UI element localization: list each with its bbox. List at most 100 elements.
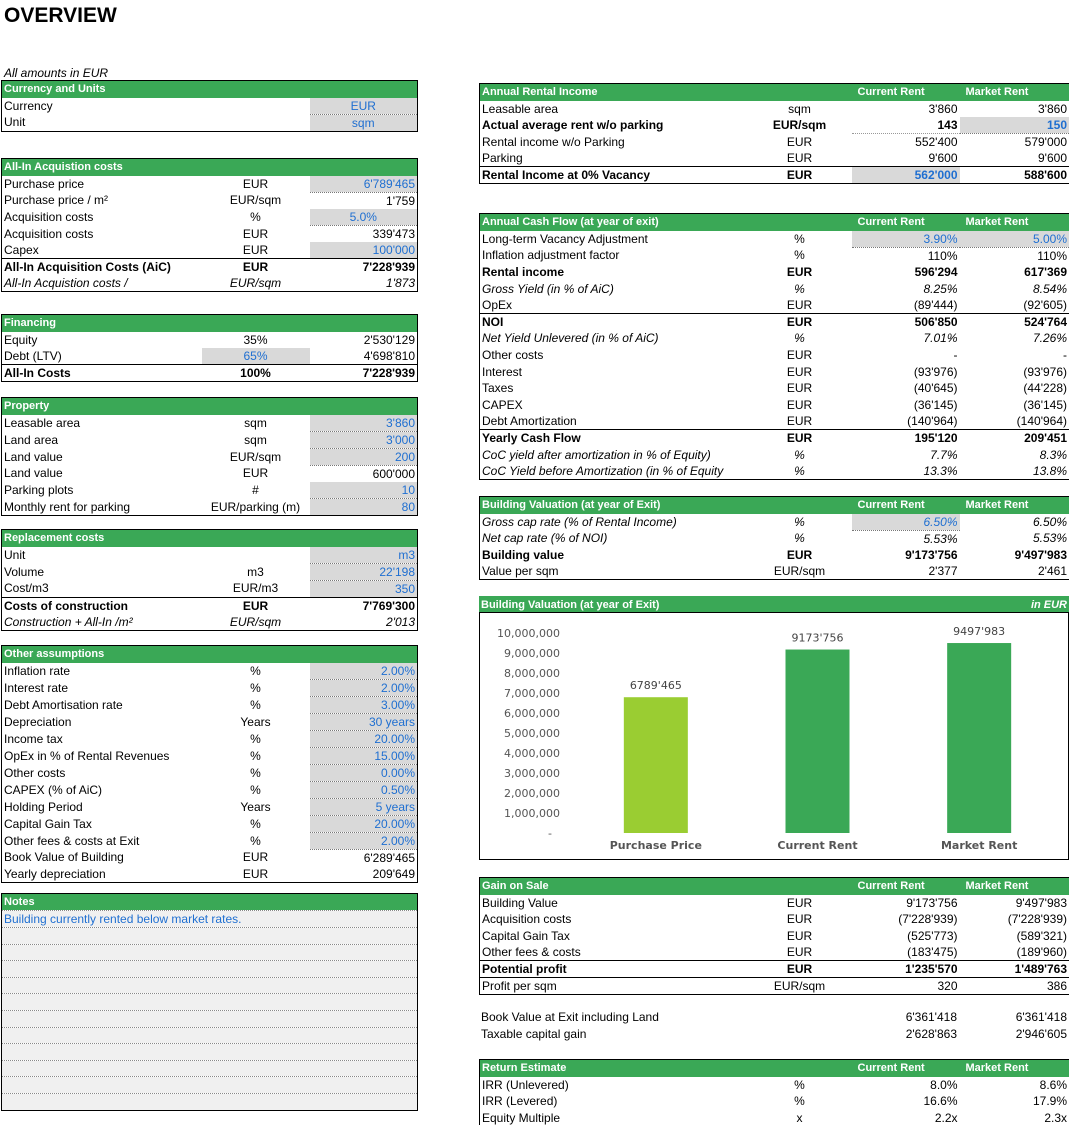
income-tax-input[interactable]: 20.00%: [309, 730, 418, 748]
cell-value[interactable]: 7.7%: [930, 447, 958, 462]
cell-value[interactable]: 7.01%: [923, 331, 958, 346]
cell-value[interactable]: 8.3%: [1039, 447, 1067, 462]
cell-value[interactable]: 209'451: [959, 429, 1069, 447]
notes-line[interactable]: [1, 944, 418, 962]
cell-value[interactable]: (7'228'939): [1007, 912, 1067, 927]
exit-fees-input[interactable]: 2.00%: [309, 832, 418, 850]
cell-value[interactable]: 3'860: [928, 101, 958, 116]
cell-value[interactable]: 1'759: [386, 193, 416, 208]
cell-value[interactable]: (7'228'939): [898, 912, 958, 927]
cell-value[interactable]: 579'000: [1024, 135, 1067, 150]
cell-value[interactable]: 617'369: [1024, 264, 1067, 279]
cell-value[interactable]: 2'946'605: [1015, 1026, 1067, 1041]
depreciation-input[interactable]: 30 years: [309, 713, 418, 731]
inflation-input[interactable]: 2.00%: [309, 662, 418, 680]
cap-rate-input[interactable]: 6.50%: [851, 513, 960, 531]
cell-value[interactable]: 16.6%: [923, 1094, 958, 1109]
capex-pct-input[interactable]: 0.50%: [309, 781, 418, 799]
cell-value[interactable]: 2.2x: [934, 1110, 958, 1125]
notes-line[interactable]: [1, 1043, 418, 1061]
cell-value[interactable]: (89'444): [913, 297, 958, 312]
cell-value[interactable]: 9'600: [1038, 151, 1067, 166]
cell-value[interactable]: (589'321): [1016, 928, 1067, 943]
cell-value[interactable]: (36'145): [1023, 397, 1067, 412]
cell-value[interactable]: (189'960): [1016, 945, 1067, 960]
notes-line[interactable]: [1, 977, 418, 995]
capex-input[interactable]: 100'000: [309, 241, 418, 259]
cell-value[interactable]: 552'400: [915, 135, 958, 150]
cell-value[interactable]: 600'000: [372, 466, 415, 481]
cell-value[interactable]: 386: [959, 977, 1069, 995]
cell-value[interactable]: (93'976): [913, 364, 958, 379]
cell-value[interactable]: 7'228'939: [309, 257, 418, 276]
parking-rent-input[interactable]: 80: [309, 498, 418, 516]
ltv-input[interactable]: 65%: [201, 348, 310, 366]
cell-value[interactable]: 562'000: [851, 166, 960, 185]
cell-value[interactable]: 5.53%: [1032, 531, 1067, 546]
land-value-input[interactable]: 200: [309, 448, 418, 466]
cell-value[interactable]: 596'294: [914, 264, 958, 279]
currency-input[interactable]: EUR: [309, 97, 418, 115]
cell-value[interactable]: 6'289'465: [363, 850, 416, 865]
cell-value[interactable]: -: [1063, 347, 1067, 362]
leasable-area-input[interactable]: 3'860: [309, 414, 418, 432]
cell-value[interactable]: -: [953, 347, 958, 362]
cell-value[interactable]: 3'860: [1038, 101, 1067, 116]
cell-value[interactable]: (525'773): [907, 928, 958, 943]
cell-value[interactable]: 588'600: [959, 166, 1069, 184]
notes-line[interactable]: [1, 1093, 418, 1111]
volume-input[interactable]: 22'198: [309, 563, 418, 581]
cell-value[interactable]: (183'475): [907, 945, 958, 960]
repl-unit-input[interactable]: m3: [309, 546, 418, 564]
cell-value[interactable]: 195'120: [851, 429, 960, 447]
cell-value[interactable]: 4'698'810: [363, 349, 415, 364]
cell-value[interactable]: 6'361'418: [1015, 1010, 1067, 1025]
unit-input[interactable]: sqm: [309, 114, 418, 132]
purchase-price-input[interactable]: 6'789'465: [309, 175, 418, 193]
notes-line[interactable]: [1, 1060, 418, 1078]
cost-m3-input[interactable]: 350: [309, 580, 418, 598]
cell-value[interactable]: 8.0%: [930, 1077, 958, 1092]
cell-value[interactable]: 8.6%: [1039, 1077, 1067, 1092]
cell-value[interactable]: 7'769'300: [309, 596, 418, 614]
cell-value[interactable]: (140'964): [1016, 414, 1067, 429]
cell-value[interactable]: 110%: [927, 248, 958, 263]
cell-value[interactable]: (92'605): [1023, 297, 1067, 312]
vacancy-current-input[interactable]: 3.90%: [851, 230, 960, 248]
cell-value[interactable]: 143: [851, 117, 960, 135]
market-rent-input[interactable]: 150: [959, 117, 1069, 135]
cell-value[interactable]: 13.8%: [1032, 463, 1067, 478]
cell-value[interactable]: (93'976): [1023, 364, 1067, 379]
cell-value[interactable]: 320: [851, 977, 960, 995]
cell-value[interactable]: 2'628'863: [905, 1026, 957, 1041]
cell-value[interactable]: 2'461: [1038, 564, 1067, 579]
notes-line[interactable]: [1, 960, 418, 978]
cell-value[interactable]: 8.25%: [923, 281, 958, 296]
amortisation-input[interactable]: 3.00%: [309, 696, 418, 714]
cell-value[interactable]: 1'235'570: [851, 960, 960, 978]
cell-value[interactable]: 2'377: [928, 564, 958, 579]
cell-value[interactable]: 209'649: [372, 866, 416, 881]
cell-value[interactable]: 17.9%: [1032, 1094, 1067, 1109]
cell-value[interactable]: 6.50%: [1032, 514, 1067, 529]
cell-value[interactable]: 8.54%: [1032, 281, 1067, 296]
cell-value[interactable]: 524'764: [959, 312, 1069, 331]
notes-line[interactable]: [1, 1010, 418, 1028]
cell-value[interactable]: 110%: [1037, 248, 1067, 263]
acq-cost-pct-input[interactable]: 5.0%: [309, 208, 418, 226]
cell-value[interactable]: 7.26%: [1032, 331, 1067, 346]
cell-value[interactable]: 1'873: [386, 276, 416, 291]
interest-input[interactable]: 2.00%: [309, 679, 418, 697]
vacancy-market-input[interactable]: 5.00%: [959, 230, 1069, 248]
cell-value[interactable]: 2'530'129: [363, 332, 415, 347]
cell-value[interactable]: 6'361'418: [905, 1010, 957, 1025]
cell-value[interactable]: 506'850: [851, 312, 960, 331]
notes-line[interactable]: Building currently rented below market r…: [1, 910, 418, 928]
cell-value[interactable]: 339'473: [372, 226, 416, 241]
parking-plots-input[interactable]: 10: [309, 481, 418, 499]
cell-value[interactable]: 1'489'763: [959, 960, 1069, 978]
cell-value[interactable]: 2.3x: [1044, 1110, 1067, 1125]
cell-value[interactable]: 13.3%: [923, 463, 958, 478]
holding-period-input[interactable]: 5 years: [309, 798, 418, 816]
notes-line[interactable]: [1, 1076, 418, 1094]
